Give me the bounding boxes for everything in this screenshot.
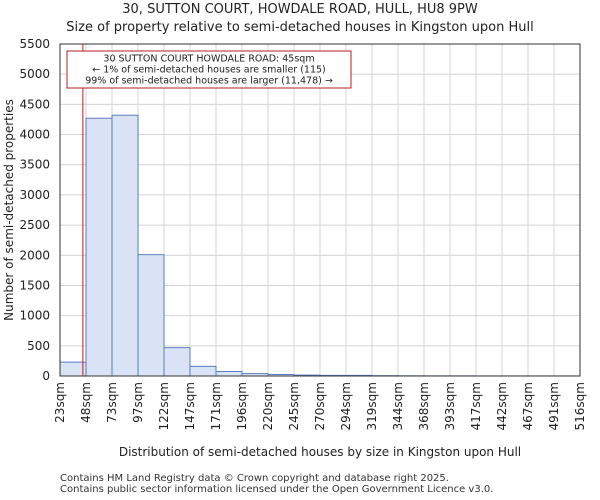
x-tick-294sqm: 294sqm <box>339 382 353 430</box>
x-tick-196sqm: 196sqm <box>235 382 249 430</box>
x-tick-147sqm: 147sqm <box>183 382 197 430</box>
y-tick-5000: 5000 <box>19 67 50 81</box>
bar-171sqm <box>215 370 243 377</box>
y-tick-3000: 3000 <box>19 188 50 202</box>
footer-line-1: Contains HM Land Registry data © Crown c… <box>60 473 449 484</box>
x-tick-344sqm: 344sqm <box>391 382 405 430</box>
y-tick-500: 500 <box>27 339 50 353</box>
y-tick-labels: 0 500 1000 1500 2000 2500 3000 3500 4000 4500 5000… <box>19 37 50 383</box>
x-tick-393sqm: 393sqm <box>443 382 457 430</box>
x-tick-171sqm: 171sqm <box>209 382 223 430</box>
bar-122sqm <box>163 347 191 377</box>
bars <box>59 114 581 377</box>
x-tick-491sqm: 491sqm <box>547 382 561 430</box>
x-tick-319sqm: 319sqm <box>365 382 379 430</box>
bar-147sqm <box>189 365 217 377</box>
annotation-border <box>66 50 352 89</box>
bar-97sqm <box>137 254 165 377</box>
x-axis-label: Distribution of semi-detached houses by … <box>119 445 521 459</box>
bar-48sqm <box>85 117 113 377</box>
x-tick-368sqm: 368sqm <box>417 382 431 430</box>
y-tick-4500: 4500 <box>19 97 50 111</box>
bar-23sqm <box>59 361 87 377</box>
chart-subtitle: Size of property relative to semi-detach… <box>66 20 533 35</box>
y-tick-1000: 1000 <box>19 309 50 323</box>
x-tick-442sqm: 442sqm <box>495 382 509 430</box>
x-tick-467sqm: 467sqm <box>521 382 535 430</box>
chart-title: 30, SUTTON COURT, HOWDALE ROAD, HULL, HU… <box>122 2 478 17</box>
x-tick-labels: 23sqm 48sqm 73sqm 97sqm 122sqm 147sqm 171sqm 19… <box>53 382 587 430</box>
annotation-line-1: 30 SUTTON COURT HOWDALE ROAD: 45sqm <box>103 54 314 65</box>
x-tick-270sqm: 270sqm <box>313 382 327 430</box>
annotation-line-3: 99% of semi-detached houses are larger (… <box>85 76 333 87</box>
x-tick-97sqm: 97sqm <box>131 382 145 423</box>
x-tick-48sqm: 48sqm <box>79 382 93 423</box>
x-tick-23sqm: 23sqm <box>53 382 67 423</box>
footer-line-2: Contains public sector information licen… <box>60 484 493 495</box>
y-axis-label: Number of semi-detached properties <box>2 99 16 321</box>
annotation-box: 30 SUTTON COURT HOWDALE ROAD: 45sqm ← 1%… <box>66 50 352 89</box>
annotation-line-2: ← 1% of semi-detached houses are smaller… <box>92 65 326 76</box>
x-tick-245sqm: 245sqm <box>287 382 301 430</box>
y-tick-2500: 2500 <box>19 218 50 232</box>
y-tick-2000: 2000 <box>19 248 50 262</box>
bar-73sqm <box>111 114 139 377</box>
x-tick-220sqm: 220sqm <box>261 382 275 430</box>
y-tick-1500: 1500 <box>19 278 50 292</box>
plot-frame <box>59 43 581 377</box>
y-tick-3500: 3500 <box>19 158 50 172</box>
x-tick-73sqm: 73sqm <box>105 382 119 423</box>
x-tick-122sqm: 122sqm <box>157 382 171 430</box>
x-tick-516sqm: 516sqm <box>573 382 587 430</box>
y-tick-0: 0 <box>42 369 50 383</box>
y-tick-5500: 5500 <box>19 37 50 51</box>
y-tick-4000: 4000 <box>19 128 50 142</box>
x-tick-417sqm: 417sqm <box>469 382 483 430</box>
